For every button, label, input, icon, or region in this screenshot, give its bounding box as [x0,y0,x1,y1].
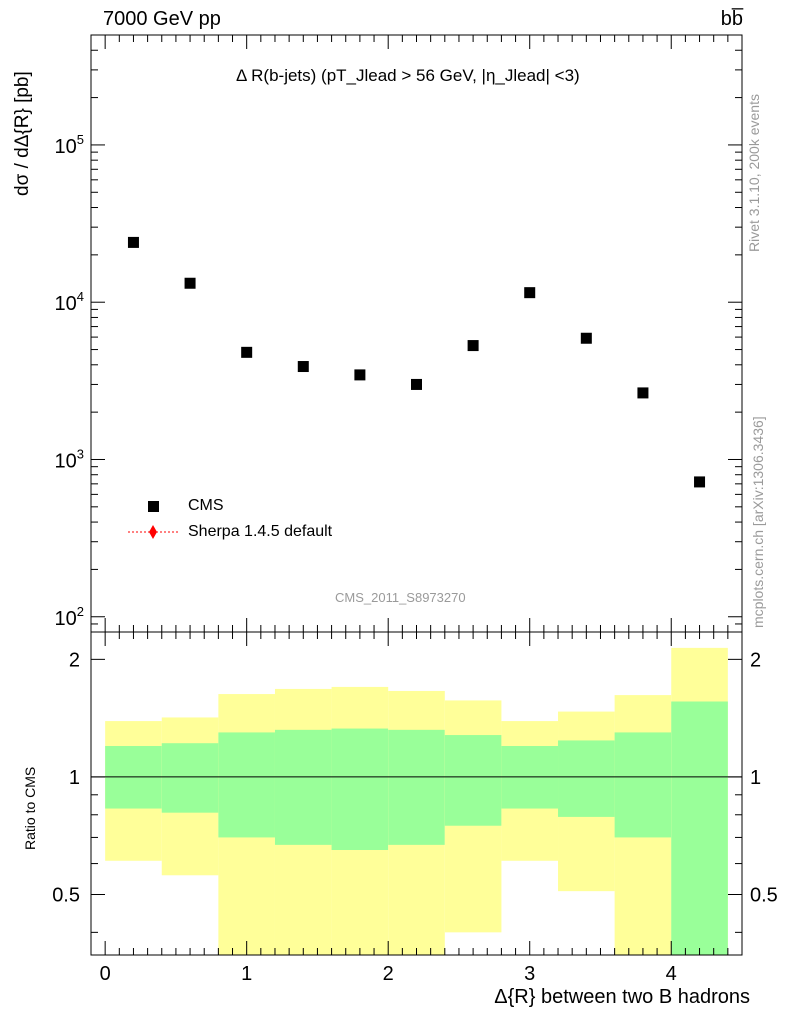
ratio-inner-band-bin [671,701,728,955]
beam-label: 7000 GeV pp [103,8,221,30]
legend-label-cms: CMS [188,497,224,514]
ratio-inner-band-bin [161,743,219,813]
legend-markers [128,501,178,539]
ratio-x-axis-title: Δ{R} between two B hadrons [494,986,750,1008]
rivet-version-label: Rivet 3.1.10, 200k events [746,94,762,252]
cms-data-point [580,332,592,344]
ratio-y-tick-label: 0.5 [52,885,80,907]
cms-data-point [354,369,366,381]
legend-label-sherpa: Sherpa 1.4.5 default [188,523,333,540]
main-frame [90,34,743,633]
ratio-inner-band-bin [388,729,445,845]
ratio-x-tick-label: 1 [241,963,252,985]
plot-title: Δ R(b-jets) (pT_Jlead > 56 GeV, |η_Jlead… [236,66,580,85]
legend-marker-sherpa [149,525,157,539]
cms-data-point [637,387,649,399]
cms-data-point [127,236,139,248]
ratio-y-tick-label: 1 [69,767,80,789]
cms-data-point [467,340,479,352]
analysis-id: CMS_2011_S8973270 [335,590,466,605]
ratio-inner-band-bin [558,740,615,817]
main-y-tick-label: 102 [55,604,84,630]
main-y-tick-label: 103 [55,446,84,472]
cms-data-point [694,476,706,488]
main-y-tick-label: 104 [55,289,84,315]
cms-data-point [241,346,253,358]
ratio-x-tick-label: 4 [666,963,677,985]
cms-data-point [297,361,309,373]
ratio-inner-band-bin [614,732,672,838]
main-data-points [127,236,706,488]
ratio-y-axis-title: Ratio to CMS [22,766,38,850]
ratio-x-tick-label: 2 [383,963,394,985]
ratio-inner-band-bin [274,729,332,845]
cms-data-point [524,287,536,299]
ratio-inner-band-bin [444,735,502,826]
ratio-y-tick-label-right: 1 [750,767,761,789]
ratio-y-tick-label: 2 [69,649,80,671]
ratio-inner-band-bin [331,728,389,850]
cms-data-point [184,277,196,289]
ratio-y-tick-label-right: 0.5 [750,885,778,907]
main-y-axis-title: dσ / dΔ{R} [pb] [12,71,33,196]
ratio-uncertainty-bands [105,647,728,955]
ratio-inner-band-bin [218,732,275,838]
mcplots-source-label: mcplots.cern.ch [arXiv:1306.3436] [750,416,766,628]
process-label: bb̅ [720,8,743,30]
main-y-tick-label: 105 [55,132,84,158]
plot-axes: 102 103 104 105 0 1 2 3 4 0.5 0.5 1 1 2 2 [52,34,778,985]
cms-data-point [411,378,422,390]
ratio-x-tick-label: 3 [524,963,535,985]
ratio-x-tick-label: 0 [100,963,111,985]
legend-marker-cms [148,501,159,512]
ratio-y-tick-label-right: 2 [750,649,761,671]
